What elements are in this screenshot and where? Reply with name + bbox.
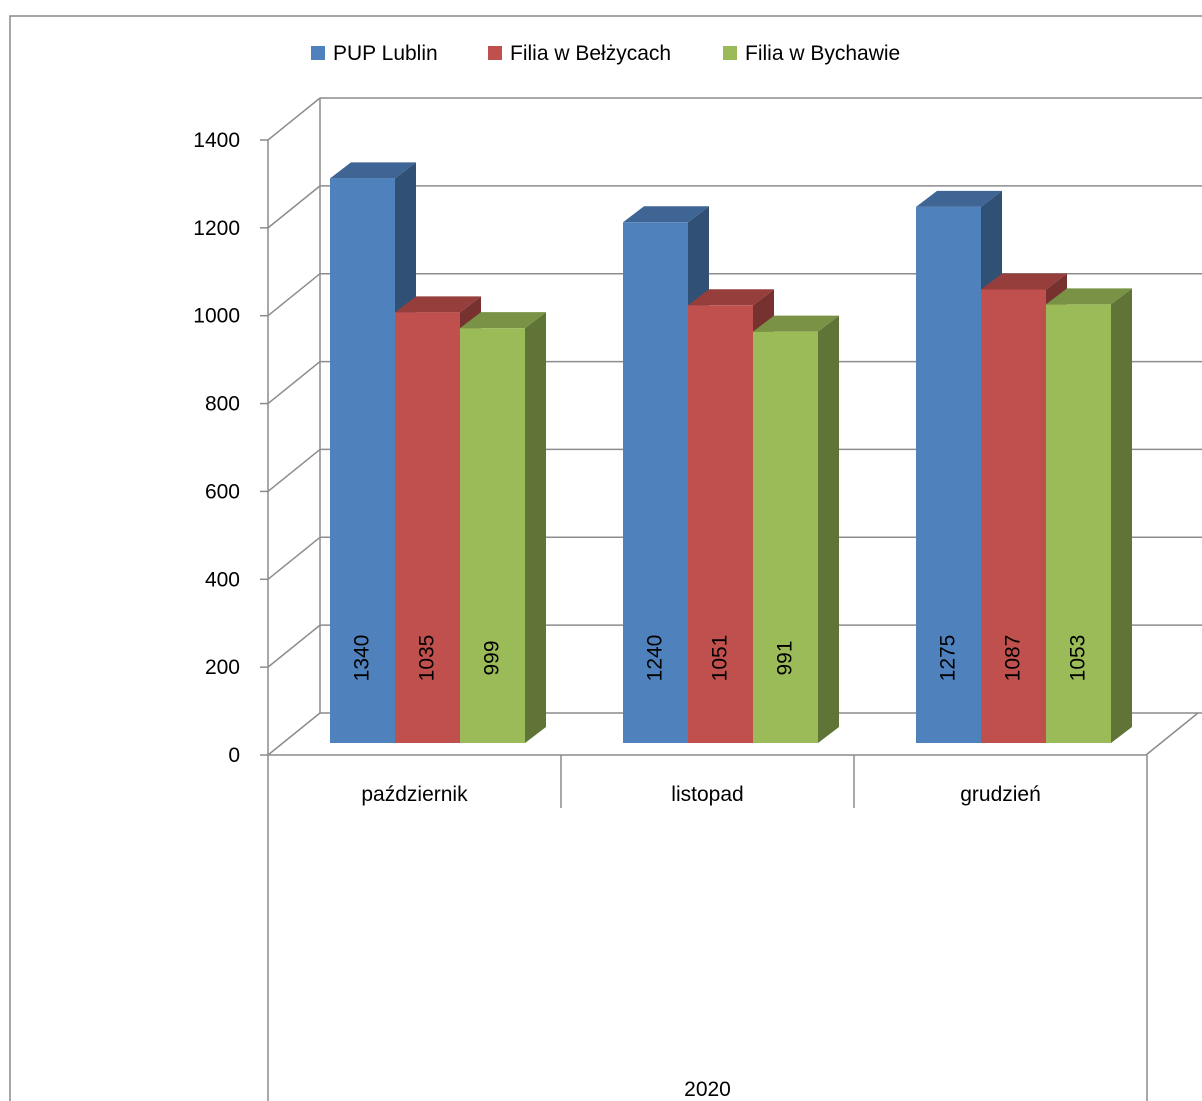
data-label: 1087 — [1002, 635, 1025, 682]
bar-front — [981, 289, 1046, 743]
chart-border — [9, 15, 1202, 1101]
x-tick-label: listopad — [671, 783, 743, 806]
bar-top — [688, 289, 774, 306]
bar-top — [981, 273, 1067, 290]
side-wall-gridline — [267, 448, 321, 493]
bar-front — [753, 331, 818, 743]
legend-swatch — [311, 46, 325, 60]
bar-front — [623, 222, 688, 744]
y-tick-label: 1000 — [193, 305, 240, 328]
bars: 1340 1035 999 1240 1051 991 1275 1087 1053 — [330, 162, 1132, 744]
side-wall-gridline — [267, 536, 321, 580]
legend-label: PUP Lublin — [333, 42, 438, 65]
bar-front — [395, 312, 460, 743]
legend-swatch — [488, 46, 502, 60]
legend: PUP Lublin Filia w Bełżycach Filia w Bycha… — [311, 42, 900, 65]
data-label: 1240 — [644, 635, 667, 682]
bar-1-1: 1340 — [330, 162, 416, 743]
bar-front — [330, 178, 395, 743]
side-wall-gridline — [267, 360, 321, 405]
bar-top — [1046, 288, 1132, 305]
bar-top — [460, 312, 546, 329]
floor-edge — [1145, 712, 1199, 756]
axes: 0 200 400 600 800 1000 1200 1400 październik list… — [193, 129, 1199, 1101]
bar-side — [525, 312, 546, 743]
data-label: 999 — [481, 640, 504, 675]
y-tick-label: 600 — [205, 480, 240, 503]
bar-front — [688, 305, 753, 743]
y-tick-label: 0 — [228, 744, 240, 767]
bar-3-3: 1053 — [1046, 288, 1132, 743]
bar-front — [1046, 304, 1111, 743]
y-tick-label: 200 — [205, 656, 240, 679]
legend-swatch — [723, 46, 737, 60]
data-label: 1051 — [709, 635, 732, 682]
data-label: 1275 — [937, 635, 960, 682]
bar-front — [916, 206, 981, 744]
side-wall-gridline — [267, 185, 321, 229]
bar-top — [395, 296, 481, 313]
legend-label: Filia w Bychawie — [745, 42, 900, 65]
bar-front — [460, 328, 525, 743]
data-label: 1340 — [351, 635, 374, 682]
y-tick-label: 400 — [205, 568, 240, 591]
x-tick-label: grudzień — [960, 783, 1041, 806]
side-wall-gridline — [267, 624, 321, 668]
side-wall-gridline — [267, 97, 321, 141]
data-label: 991 — [774, 640, 797, 675]
y-tick-label: 1200 — [193, 217, 240, 240]
bar-3-1: 999 — [460, 312, 546, 743]
bar-top — [753, 315, 839, 332]
x-group-label: 2020 — [684, 1078, 731, 1101]
bar-top — [623, 206, 709, 223]
legend-label: Filia w Bełżycach — [510, 42, 671, 65]
bar-side — [1111, 288, 1132, 743]
data-label: 1035 — [416, 635, 439, 682]
bar-top — [330, 162, 416, 179]
side-wall-gridline — [267, 273, 321, 317]
side-wall-gridline — [267, 712, 321, 756]
bar-3-2: 991 — [753, 315, 839, 743]
y-tick-label: 800 — [205, 393, 240, 416]
y-tick-label: 1400 — [193, 129, 240, 152]
bar-side — [818, 315, 839, 743]
x-tick-label: październik — [361, 783, 468, 806]
bar-top — [916, 190, 1002, 207]
data-label: 1053 — [1067, 635, 1090, 682]
